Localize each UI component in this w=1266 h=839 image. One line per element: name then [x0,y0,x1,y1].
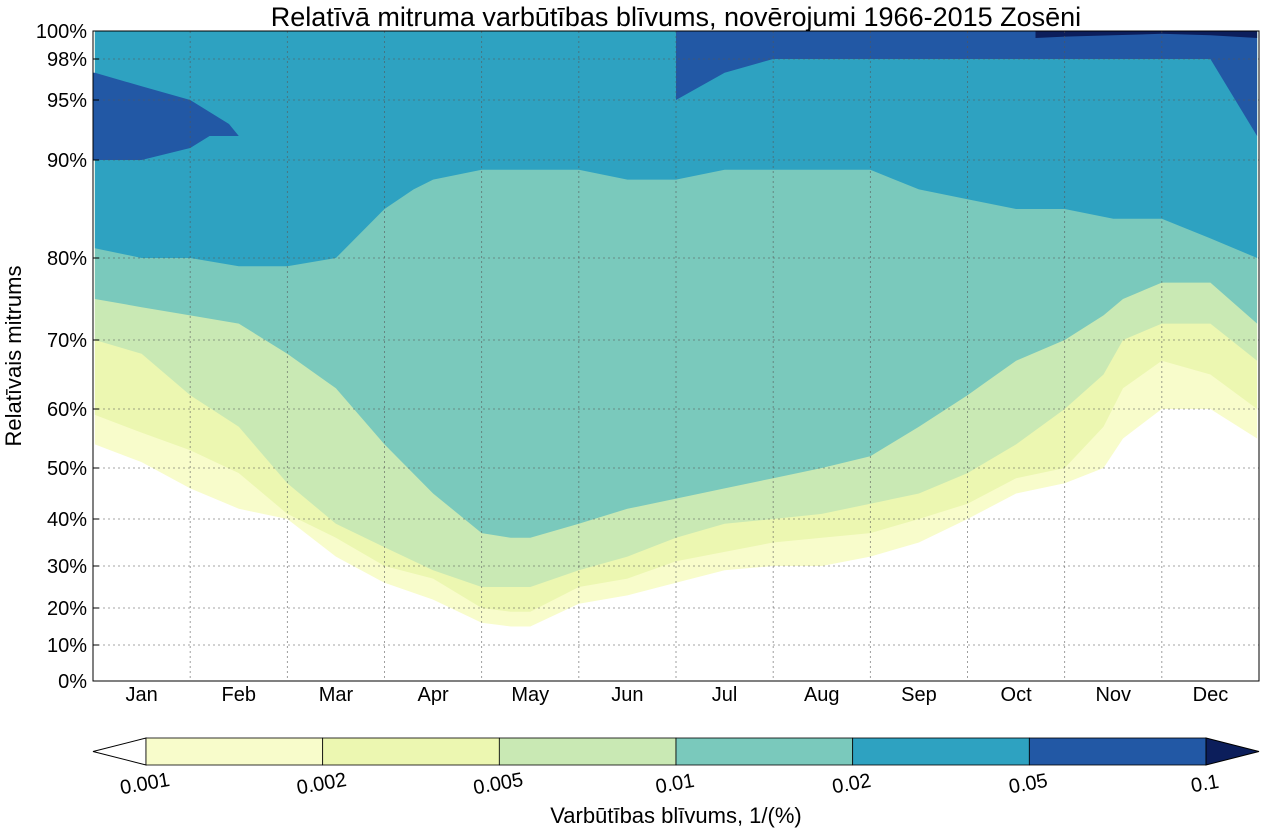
contour-region-0_05-5 [93,72,239,160]
y-axis-label: Relatīvais mitrums [1,266,26,447]
colorbar-segment [498,737,677,766]
colorbar-tick-label: 0.1 [1189,771,1220,797]
x-tick-label: May [511,684,549,706]
y-tick-label: 80% [47,248,87,270]
chart-title: Relatīvā mitruma varbūtības blīvums, nov… [271,2,1081,32]
y-tick-label: 0% [58,671,87,693]
colorbar-tick-label: 0.01 [654,770,696,798]
colorbar-extend-low [92,737,147,766]
x-tick-label: Oct [1001,684,1033,706]
plot-frame [92,30,1260,682]
plot-area [93,30,1259,682]
x-tick-label: Nov [1095,684,1131,706]
x-tick-label: Feb [222,684,256,706]
x-tick-label: Dec [1193,684,1229,706]
y-tick-label: 98% [47,49,87,71]
x-tick-label: Apr [418,684,449,706]
y-tick-label: 20% [47,598,87,620]
y-tick-label: 40% [47,509,87,531]
axes: 0% 10% 20% 30% 40% 50% 60% 70% 80% 90% 95% 98% 100% J… [36,21,1260,706]
colorbar-segment [852,737,1030,766]
y-tick-label: 30% [47,556,87,578]
y-tick-label: 100% [36,21,87,43]
y-tick-label: 60% [47,399,87,421]
colorbar-tick-label: 0.05 [1007,770,1049,798]
y-tick-label: 70% [47,330,87,352]
y-tick-label: 10% [47,635,87,657]
contour-region-0_1-7 [1035,31,1258,38]
colorbar-extend-high [1205,737,1260,766]
contour-region-0_05-6 [676,31,1258,136]
y-tick-label: 50% [47,458,87,480]
colorbar-segment [675,737,854,766]
colorbar-tick-label: 0.001 [118,769,171,799]
y-tick-label: 95% [47,90,87,112]
contour-region-0_02-4 [94,31,1258,267]
x-tick-label: Jan [125,684,157,706]
colorbar-segment [145,737,324,766]
colorbar-label: Varbūtības blīvums, 1/(%) [550,803,801,828]
colorbar-tick-label: 0.005 [472,769,525,799]
x-tick-label: Aug [804,684,840,706]
x-tick-label: Sep [901,684,937,706]
colorbar-tick-label: 0.002 [295,769,348,799]
colorbar: 0.001 0.002 0.005 0.01 0.02 0.05 0.1 [92,737,1260,799]
contour-regions [93,31,1258,627]
colorbar-segment [1028,737,1207,766]
colorbar-segment [322,737,500,766]
colorbar-tick-label: 0.02 [831,770,873,798]
x-tick-label: Jun [611,684,643,706]
y-tick-label: 90% [47,150,87,172]
x-tick-label: Mar [319,684,354,706]
x-tick-label: Jul [712,684,738,706]
